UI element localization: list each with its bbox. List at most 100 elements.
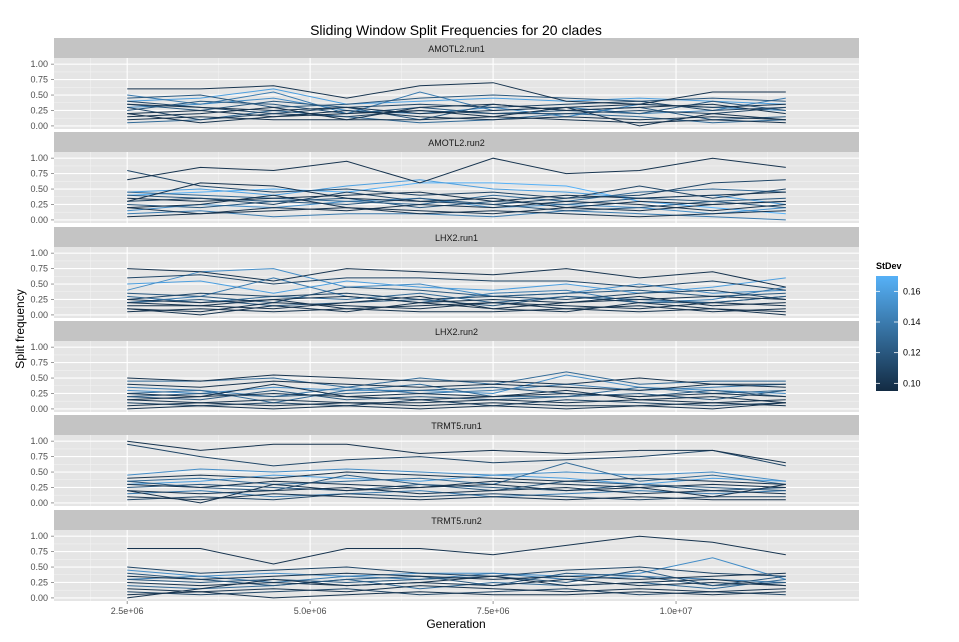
facet-strip-label: LHX2.run2 — [435, 327, 478, 337]
y-tick-label: 0.00 — [30, 215, 48, 225]
series-line — [127, 94, 786, 108]
series-line — [127, 197, 786, 212]
series-line — [127, 493, 786, 501]
series-line — [127, 274, 786, 291]
series-line — [127, 392, 786, 398]
series-line — [127, 585, 786, 593]
facet-strip — [54, 415, 859, 435]
series-line — [127, 295, 786, 304]
series-line — [127, 289, 786, 301]
panel-background — [54, 341, 859, 412]
legend-tick-label: 0.14 — [903, 317, 921, 327]
series-line — [127, 480, 786, 489]
y-tick-label: 0.25 — [30, 388, 48, 398]
series-line — [127, 591, 786, 599]
y-tick-label: 1.00 — [30, 531, 48, 541]
y-tick-label: 0.50 — [30, 90, 48, 100]
x-tick-label: 5.0e+06 — [294, 606, 327, 616]
series-line — [127, 82, 786, 105]
legend-tick-label: 0.12 — [903, 348, 921, 358]
y-tick-label: 0.25 — [30, 577, 48, 587]
series-line — [127, 557, 786, 580]
y-tick-label: 0.50 — [30, 184, 48, 194]
series-line — [127, 474, 786, 485]
series-line — [127, 268, 786, 288]
series-line — [127, 443, 786, 467]
legend-tick-label: 0.16 — [903, 286, 921, 296]
facet-strip — [54, 510, 859, 530]
facet-strip — [54, 132, 859, 152]
chart-title: Sliding Window Split Frequencies for 20 … — [310, 22, 602, 38]
series-line — [127, 471, 786, 485]
facet-strip-label: LHX2.run1 — [435, 233, 478, 243]
series-line — [127, 268, 786, 297]
facet-strip-label: TRMT5.run2 — [431, 516, 482, 526]
legend-colorbar — [876, 276, 898, 391]
series-line — [127, 170, 786, 199]
y-tick-label: 0.50 — [30, 467, 48, 477]
y-tick-label: 0.00 — [30, 404, 48, 414]
y-tick-label: 0.50 — [30, 562, 48, 572]
y-tick-label: 0.25 — [30, 105, 48, 115]
series-line — [127, 575, 786, 599]
series-line — [127, 572, 786, 580]
y-tick-label: 0.50 — [30, 373, 48, 383]
y-tick-label: 0.00 — [30, 498, 48, 508]
series-line — [127, 578, 786, 590]
series-line — [127, 194, 786, 215]
x-tick-label: 7.5e+06 — [477, 606, 510, 616]
y-tick-label: 0.50 — [30, 279, 48, 289]
facet-strip-label: TRMT5.run1 — [431, 421, 482, 431]
series-line — [127, 440, 786, 464]
y-tick-label: 1.00 — [30, 342, 48, 352]
y-tick-label: 1.00 — [30, 248, 48, 258]
series-line — [127, 295, 786, 310]
x-tick-label: 2.5e+06 — [111, 606, 144, 616]
series-line — [127, 535, 786, 565]
y-tick-label: 0.75 — [30, 547, 48, 557]
series-line — [127, 103, 786, 121]
y-tick-label: 0.75 — [30, 452, 48, 462]
series-line — [127, 462, 786, 485]
y-tick-label: 0.25 — [30, 294, 48, 304]
series-line — [127, 182, 786, 209]
series-line — [127, 380, 786, 391]
series-line — [127, 399, 786, 404]
series-line — [127, 383, 786, 404]
series-line — [127, 468, 786, 482]
facet-strip — [54, 321, 859, 341]
series-line — [127, 383, 786, 404]
series-line — [127, 179, 786, 206]
series-line — [127, 116, 786, 124]
y-tick-label: 0.75 — [30, 75, 48, 85]
y-tick-label: 0.75 — [30, 358, 48, 368]
legend: StDev 0.10 0.12 0.14 0.16 — [876, 261, 921, 391]
x-axis: 2.5e+06 5.0e+06 7.5e+06 1.0e+07 — [111, 601, 693, 616]
facet-panel: AMOTL2.run1 0.00 0.25 0.50 0.75 1.00 — [30, 38, 859, 131]
facet-panel: TRMT5.run2 0.00 0.25 0.50 0.75 1.00 — [30, 510, 859, 603]
y-tick-label: 0.00 — [30, 310, 48, 320]
legend-tick-label: 0.10 — [903, 378, 921, 388]
series-line — [127, 566, 786, 577]
series-line — [127, 100, 786, 121]
y-tick-label: 1.00 — [30, 436, 48, 446]
panel-background — [54, 530, 859, 601]
facet-strip-label: AMOTL2.run2 — [428, 138, 485, 148]
x-tick-label: 1.0e+07 — [660, 606, 693, 616]
facet-panel: AMOTL2.run2 0.00 0.25 0.50 0.75 1.00 — [30, 132, 859, 225]
facet-panel: LHX2.run1 0.00 0.25 0.50 0.75 1.00 — [30, 227, 859, 320]
y-tick-label: 0.00 — [30, 121, 48, 131]
y-tick-label: 1.00 — [30, 59, 48, 69]
y-tick-label: 1.00 — [30, 153, 48, 163]
facet-strip — [54, 38, 859, 58]
facet-panel: LHX2.run2 0.00 0.25 0.50 0.75 1.00 — [30, 321, 859, 414]
y-tick-label: 0.00 — [30, 593, 48, 603]
facet-strip — [54, 227, 859, 247]
facet-strip-label: AMOTL2.run1 — [428, 44, 485, 54]
y-tick-label: 0.25 — [30, 199, 48, 209]
y-tick-label: 0.75 — [30, 169, 48, 179]
series-line — [127, 402, 786, 407]
facet-panels: AMOTL2.run10.000.250.500.751.00AMOTL2.ru… — [30, 38, 859, 603]
y-axis-title: Split frequency — [13, 289, 27, 368]
